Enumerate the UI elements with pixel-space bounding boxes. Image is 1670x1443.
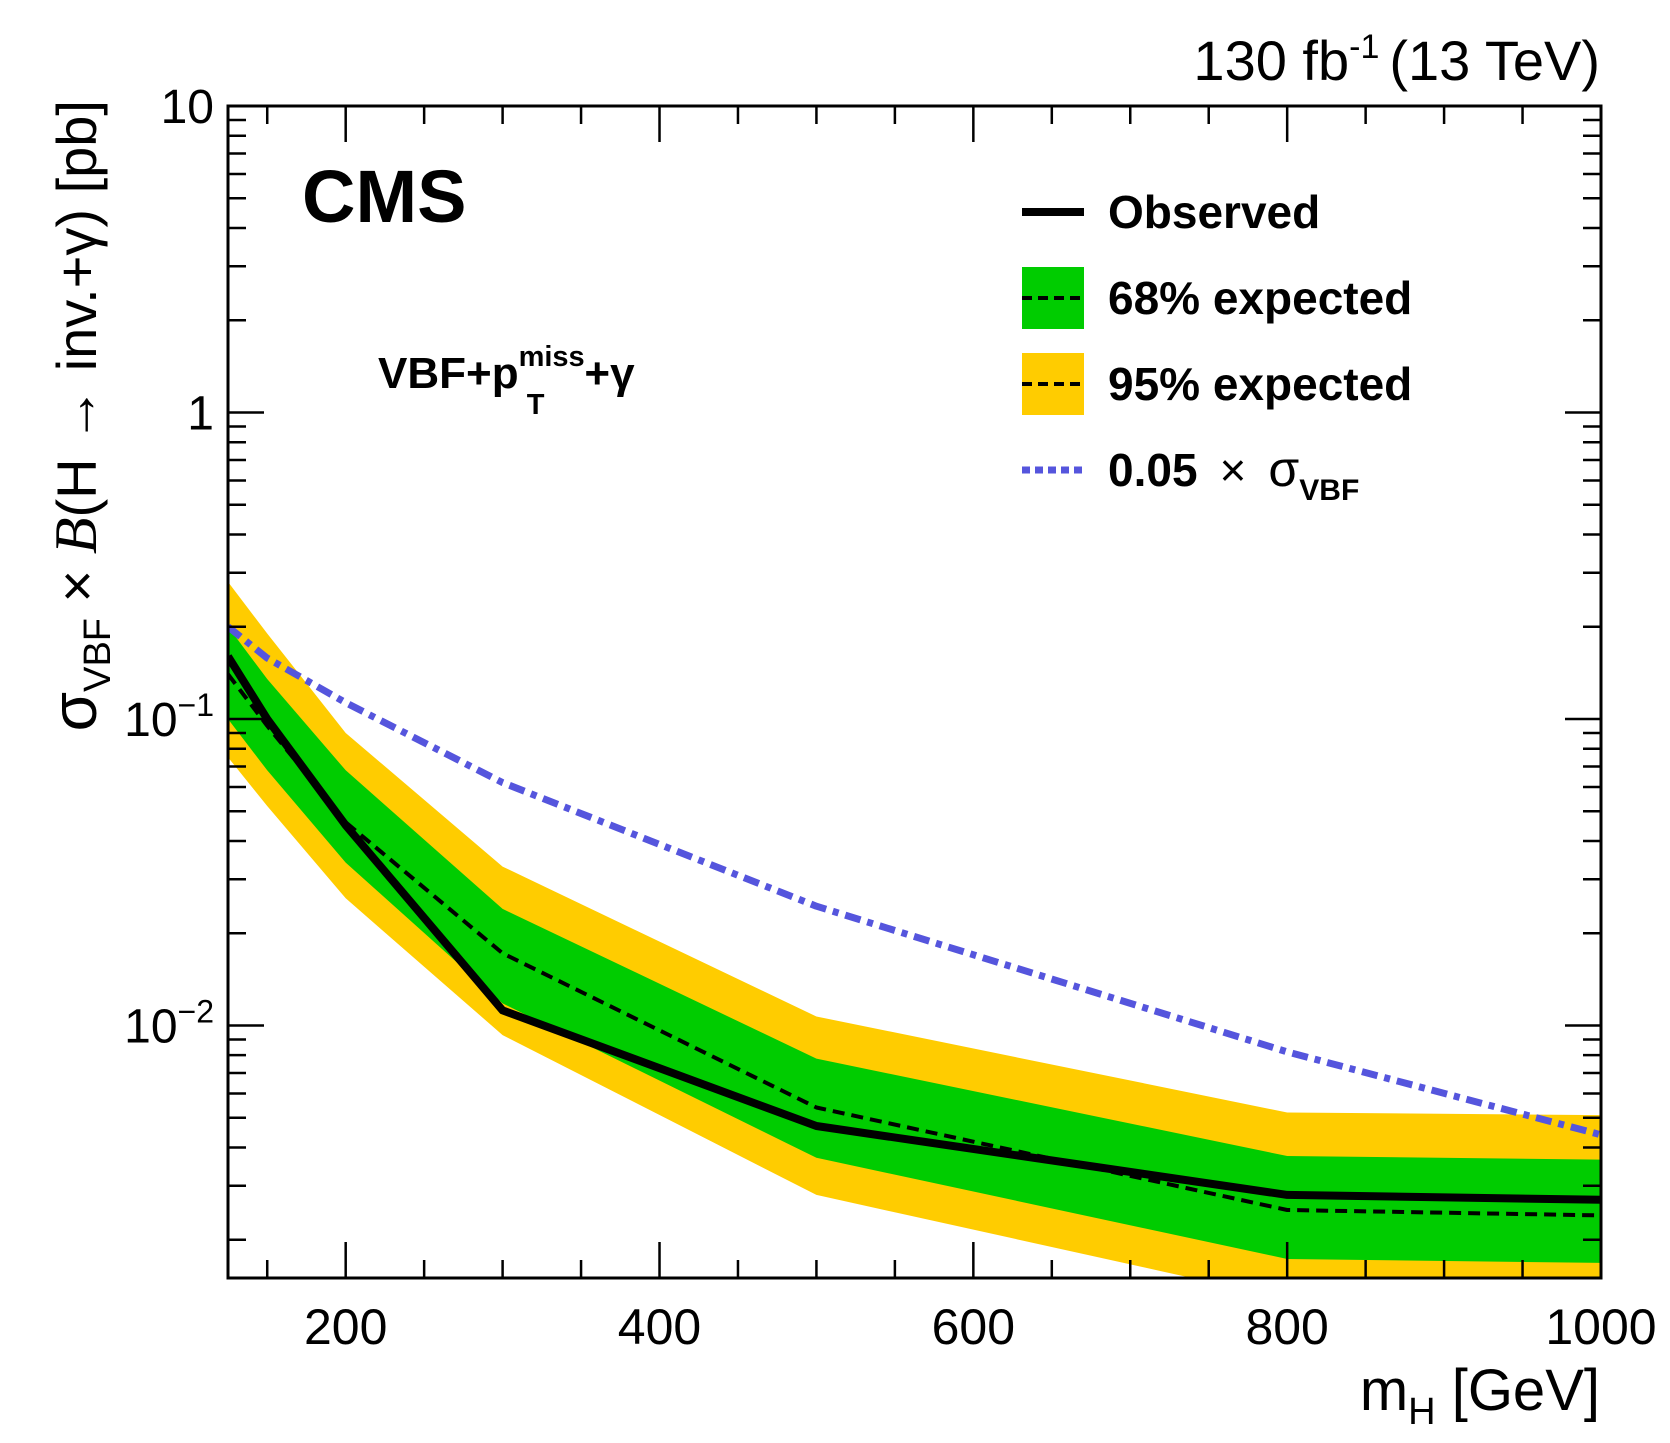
x-tick-label: 600 bbox=[932, 1299, 1015, 1355]
lumi-exponent: -1 bbox=[1349, 28, 1379, 66]
lumi-label: 130 fb-1 (13 TeV) bbox=[1193, 28, 1600, 92]
series-line-expected-median bbox=[228, 672, 1601, 1218]
y-tick-label: 10 bbox=[161, 81, 214, 134]
plot-frame bbox=[226, 104, 1603, 1280]
series-line-observed bbox=[228, 654, 1601, 1204]
y-axis-label: σVBF × B(H → inv.+γ) [pb] bbox=[38, 100, 119, 731]
legend-label: Observed bbox=[1108, 186, 1320, 238]
legend-entry-3: 95% expected bbox=[1022, 353, 1412, 415]
channel-t-subscript: T bbox=[527, 389, 545, 421]
channel-miss: miss bbox=[519, 341, 585, 373]
x-axis-label: mH [GeV] bbox=[1360, 1358, 1600, 1433]
y-tick-label: 1 bbox=[187, 387, 214, 440]
legend-theory-sub: VBF bbox=[1299, 474, 1359, 507]
x-axis-label-m: m bbox=[1360, 1358, 1408, 1423]
legend-theory-sigma: σ bbox=[1268, 441, 1299, 497]
x-tick-label: 400 bbox=[618, 1299, 701, 1355]
channel-label: VBF+pmiss T +γ bbox=[378, 341, 635, 421]
legend-theory-factor: 0.05 bbox=[1108, 444, 1198, 496]
y-tick-exponent: −1 bbox=[178, 687, 214, 723]
x-axis-label-sub: H bbox=[1408, 1391, 1435, 1433]
y-axis-label-sigma-sub: VBF bbox=[77, 618, 119, 692]
y-axis-label-times: × bbox=[45, 554, 108, 618]
x-tick-label: 200 bbox=[304, 1299, 387, 1355]
legend: Observed 68% expected 95% expected 0.05 × σVB… bbox=[1022, 186, 1412, 507]
experiment-label: CMS bbox=[302, 155, 466, 238]
ticks-layer bbox=[228, 106, 1603, 1278]
y-tick-mantissa: 10 bbox=[124, 1000, 177, 1053]
y-axis-label-rest: (H → inv.+γ) [pb] bbox=[45, 100, 108, 518]
lumi-energy: (13 TeV) bbox=[1389, 29, 1600, 92]
lines-layer bbox=[228, 623, 1601, 1218]
y-tick-mantissa: 10 bbox=[124, 694, 177, 747]
channel-base: VBF+p bbox=[378, 349, 519, 398]
y-axis-label-b: B bbox=[43, 518, 109, 555]
y-axis-label-sigma: σ bbox=[38, 692, 110, 732]
legend-label: 68% expected bbox=[1108, 272, 1412, 324]
y-tick-exponent: −2 bbox=[178, 993, 214, 1029]
legend-label: 0.05 × σVBF bbox=[1108, 441, 1359, 507]
legend-theory-times: × bbox=[1220, 444, 1247, 496]
y-tick-label: 10−1 bbox=[124, 687, 214, 747]
x-axis-label-unit: [GeV] bbox=[1436, 1358, 1600, 1423]
legend-label: 95% expected bbox=[1108, 358, 1412, 410]
channel-gamma: +γ bbox=[584, 349, 635, 398]
legend-entry-4: 0.05 × σVBF bbox=[1022, 441, 1359, 507]
legend-entry-2: 68% expected bbox=[1022, 267, 1412, 329]
legend-entry-1: Observed bbox=[1022, 186, 1320, 238]
x-tick-label: 800 bbox=[1245, 1299, 1328, 1355]
y-tick-label: 10−2 bbox=[124, 993, 214, 1053]
lumi-value: 130 fb bbox=[1193, 29, 1349, 92]
x-tick-label: 1000 bbox=[1545, 1299, 1656, 1355]
series-line-0-05-vbf bbox=[228, 623, 1601, 1139]
